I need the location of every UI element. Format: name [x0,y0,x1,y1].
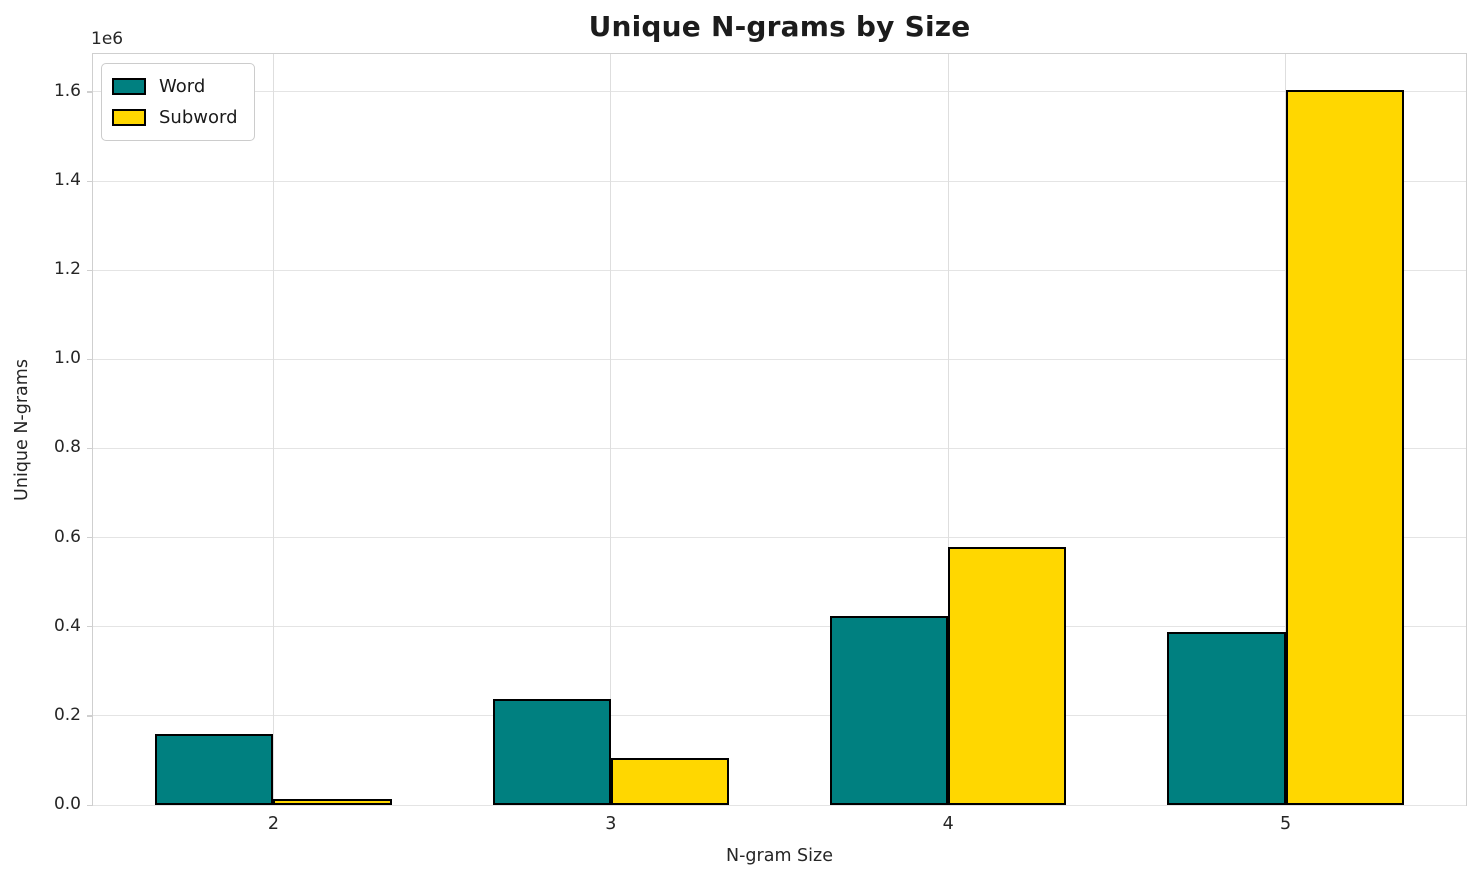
y-axis-offset-label: 1e6 [91,29,124,49]
legend: Word Subword [101,63,255,141]
legend-swatch-word-icon [112,78,146,95]
y-gridline [93,269,1466,271]
x-tick-label: 4 [942,814,954,834]
y-tick-label: 1.0 [53,348,81,369]
legend-item-word: Word [112,71,238,102]
legend-item-subword: Subword [112,102,238,133]
y-gridline [93,626,1466,628]
x-tick-label: 5 [1279,814,1292,834]
y-tick-label: 1.6 [53,80,81,101]
y-tick-label: 0.0 [53,794,81,814]
bar-subword-2 [273,799,392,805]
y-gridline [93,358,1466,360]
y-tick-mark [87,804,92,806]
y-tick-label: 0.8 [53,437,81,458]
y-gridline [93,180,1466,182]
bar-word-2 [155,733,274,805]
legend-swatch-subword-icon [112,109,146,126]
y-tick-mark [87,91,92,93]
bar-word-3 [492,699,611,805]
x-gridline [947,54,949,805]
bar-subword-3 [610,757,729,805]
x-gridline [610,54,612,805]
y-gridline [93,447,1466,449]
x-tick-label: 2 [267,814,280,834]
bar-subword-4 [948,546,1067,805]
bar-subword-5 [1285,89,1404,805]
x-tick-label: 3 [605,814,617,834]
legend-label-subword: Subword [159,107,238,128]
y-tick-mark [87,180,92,182]
y-gridline [93,715,1466,717]
y-tick-mark [87,447,92,450]
y-tick-label: 1.4 [53,170,81,191]
chart-title: Unique N-grams by Size [588,10,971,43]
legend-label-word: Word [159,76,206,97]
y-gridline [93,537,1466,539]
y-gridline [93,91,1466,93]
y-tick-label: 0.4 [53,615,81,636]
y-tick-label: 1.2 [53,259,81,280]
bar-word-5 [1167,632,1286,805]
y-tick-mark [87,715,92,717]
x-axis-label: N-gram Size [726,846,833,866]
y-tick-label: 0.2 [53,704,81,725]
y-axis-label: Unique N-grams [12,359,32,501]
y-tick-mark [87,358,92,360]
y-tick-label: 0.6 [53,526,81,547]
y-tick-mark [87,626,92,628]
plot-area: Word Subword [92,53,1467,806]
y-tick-mark [87,269,92,271]
x-gridline [272,54,274,805]
bar-word-4 [830,615,949,805]
y-gridline [93,804,1466,806]
y-tick-mark [87,537,92,539]
